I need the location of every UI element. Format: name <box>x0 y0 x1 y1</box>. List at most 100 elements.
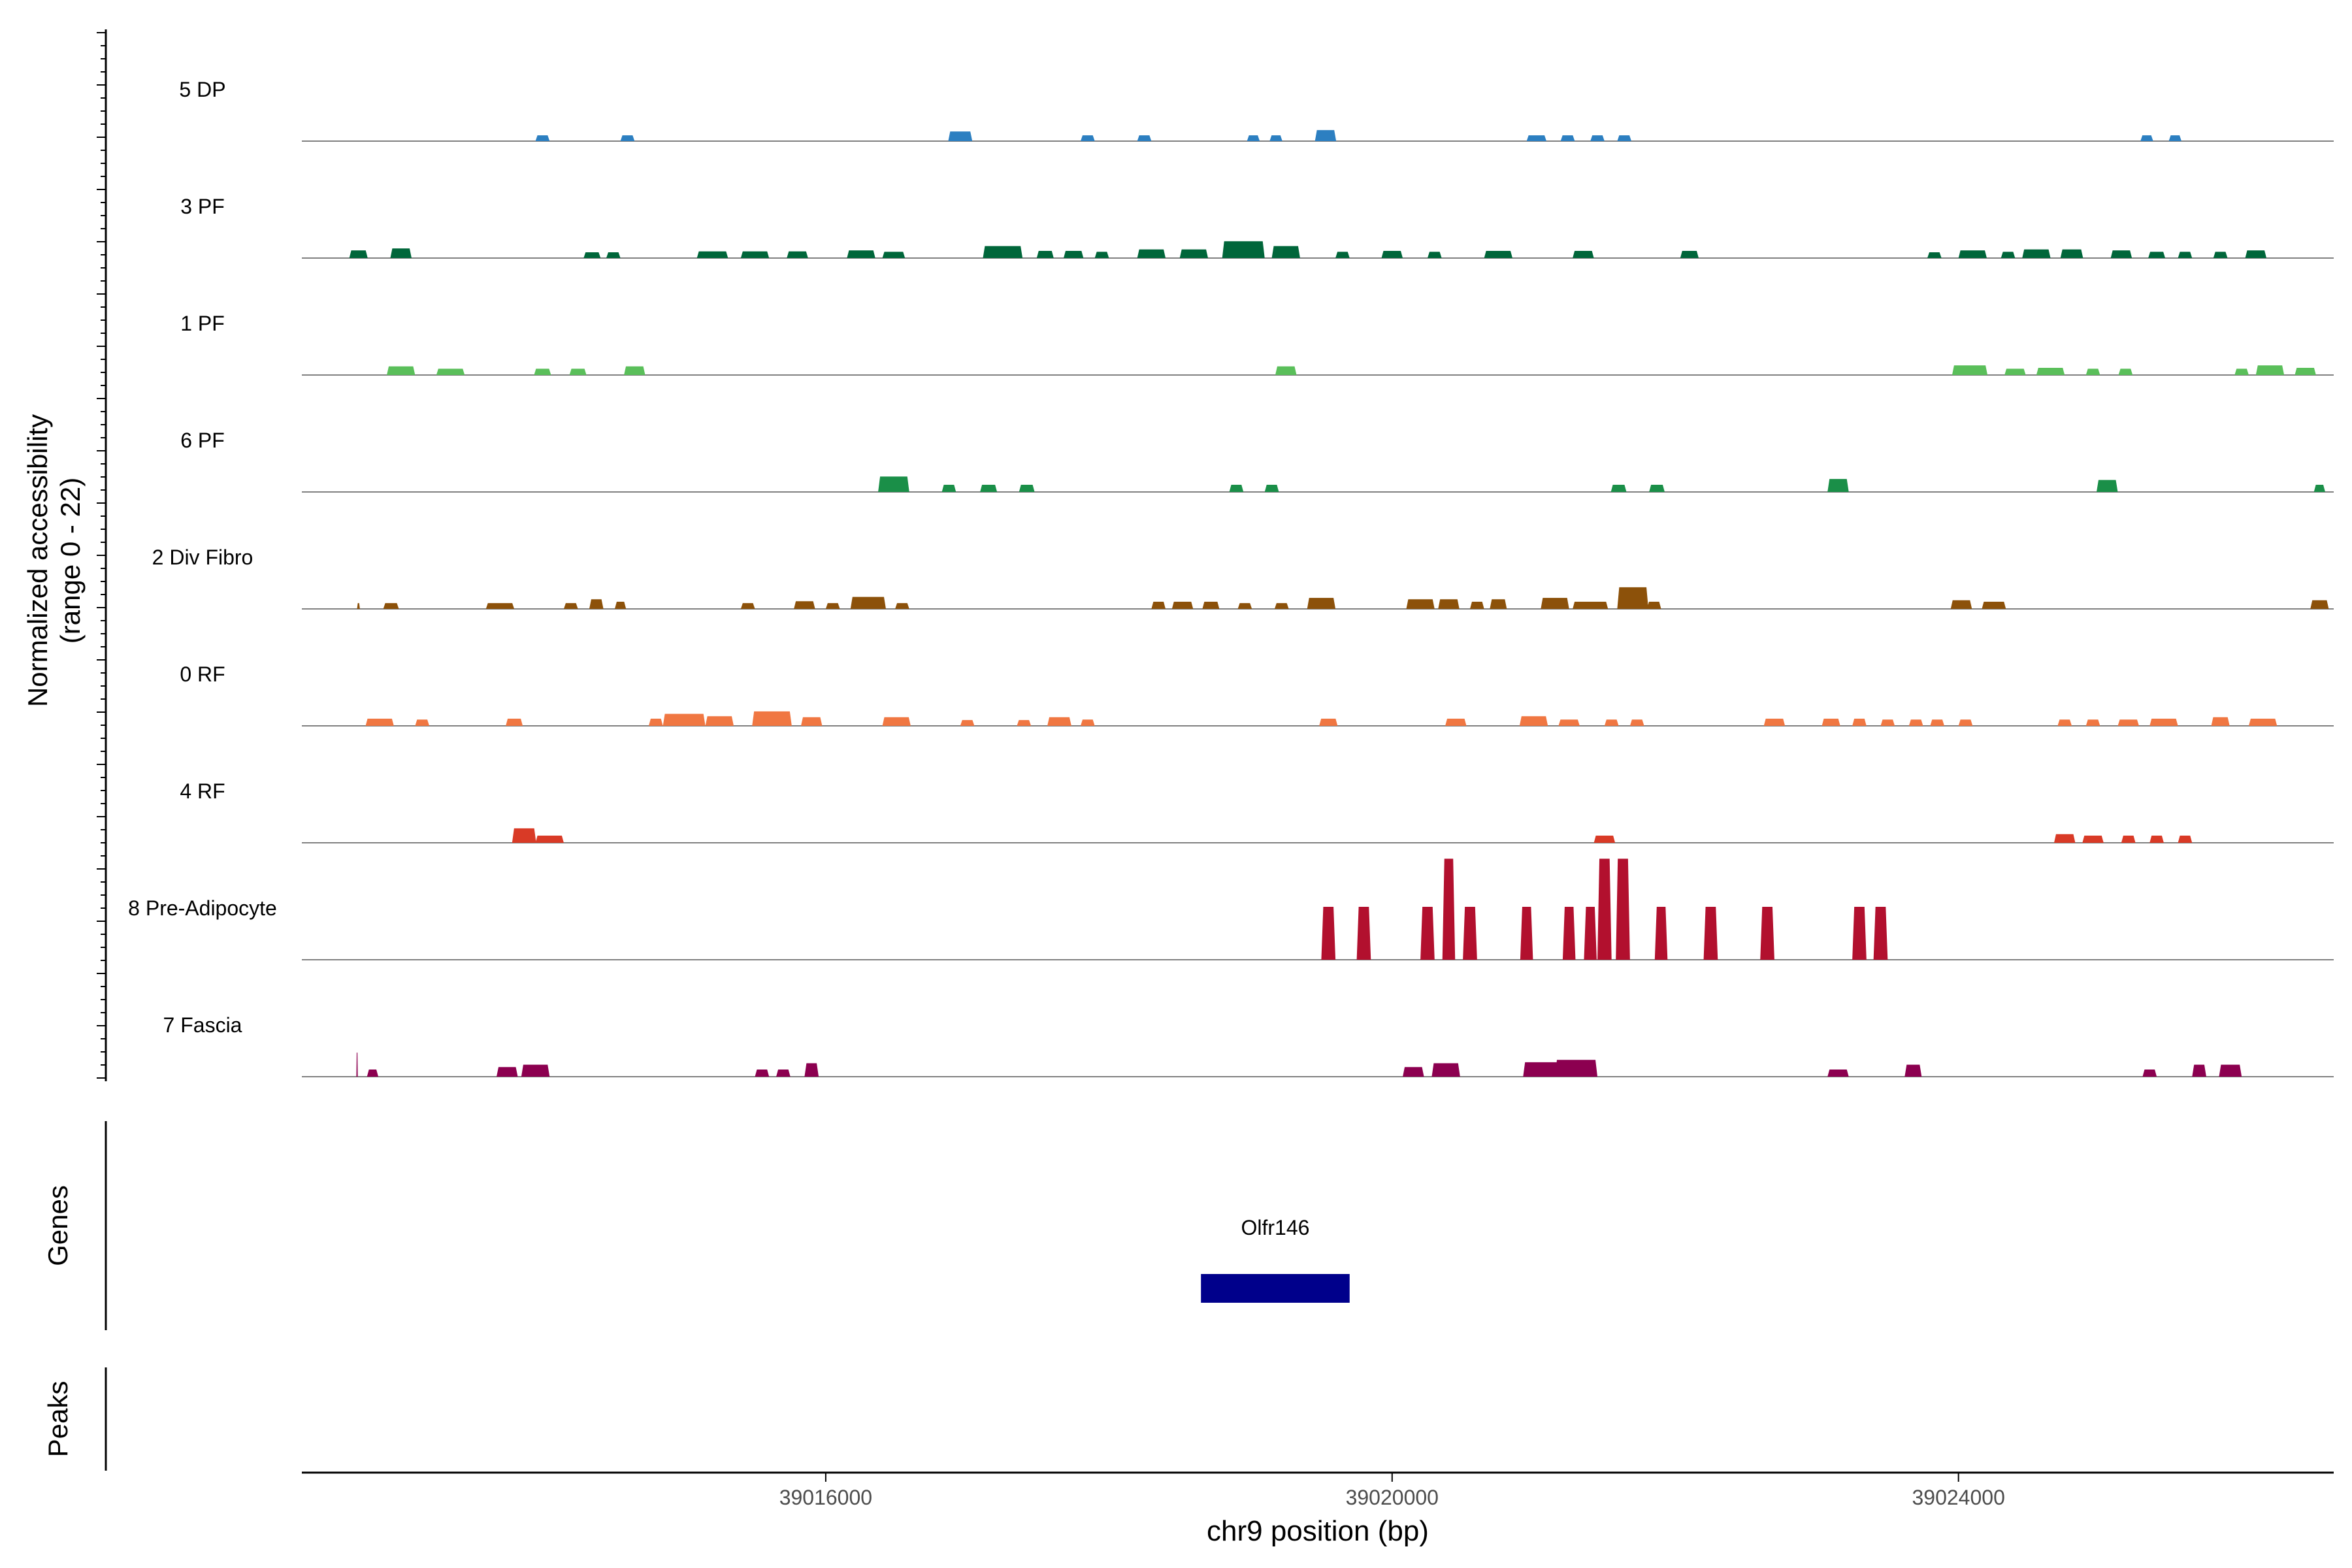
peak-8-pre-adipocyte-6 <box>1520 907 1533 960</box>
peak-3-pf-23 <box>1680 250 1699 258</box>
track-4-rf: 4 RF <box>180 779 2334 843</box>
peaks-panel-label: Peaks <box>42 1381 73 1458</box>
peak-3-pf-14 <box>1137 249 1166 258</box>
peak-0-rf-21 <box>1821 718 1840 726</box>
peak-3-pf-28 <box>2060 249 2083 258</box>
peak-7-fascia-9 <box>1431 1063 1460 1077</box>
peak-2-div-fibro-2 <box>383 603 399 609</box>
peak-7-fascia-14 <box>2142 1069 2157 1077</box>
peak-3-pf-19 <box>1381 250 1403 258</box>
peak-3-pf-7 <box>787 251 808 258</box>
peak-3-pf-32 <box>2213 252 2228 258</box>
peak-2-div-fibro-7 <box>740 603 755 609</box>
peak-0-rf-25 <box>1930 719 1945 726</box>
peak-8-pre-adipocyte-14 <box>1852 907 1867 960</box>
peak-3-pf-30 <box>2148 252 2166 258</box>
peak-0-rf-9 <box>882 717 911 726</box>
peak-0-rf-23 <box>1880 719 1895 726</box>
peak-0-rf-4 <box>648 718 663 726</box>
peak-1-pf-3 <box>534 368 551 375</box>
peak-0-rf-8 <box>800 717 823 726</box>
peak-1-pf-5 <box>624 366 645 375</box>
track-6-pf: 6 PF <box>180 429 2334 493</box>
peak-0-rf-2 <box>415 719 430 726</box>
peak-2-div-fibro-8 <box>794 601 815 609</box>
accessibility-tracks: 5 DP 3 PF 1 PF 6 PF 2 Div Fibro 0 RF 4 RF 8 Pre… <box>128 78 2334 1077</box>
peak-0-rf-32 <box>2248 718 2278 726</box>
peak-4-rf-4 <box>2053 834 2076 843</box>
track-1-pf: 1 PF <box>180 312 2334 376</box>
peak-0-rf-26 <box>1958 719 1973 726</box>
peak-6-pf-5 <box>1229 484 1244 492</box>
peak-1-pf-4 <box>569 368 587 375</box>
peak-7-fascia-1 <box>356 1053 358 1077</box>
peak-5-dp-9 <box>1526 135 1547 141</box>
peak-2-div-fibro-6 <box>614 601 627 609</box>
peak-1-pf-2 <box>436 368 465 375</box>
peak-7-fascia-12 <box>1827 1069 1849 1077</box>
x-tick-label-3: 39024000 <box>1912 1486 2004 1509</box>
peak-2-div-fibro-16 <box>1274 603 1289 609</box>
peak-6-pf-11 <box>2313 484 2325 492</box>
peak-2-div-fibro-28 <box>2310 600 2329 609</box>
track-2-div-fibro: 2 Div Fibro <box>152 546 2334 610</box>
track-label-3-pf: 3 PF <box>180 195 225 218</box>
peak-3-pf-22 <box>1573 250 1594 258</box>
peak-2-div-fibro-26 <box>1950 600 1972 609</box>
peak-7-fascia-4 <box>521 1064 550 1077</box>
x-axis-title: chr9 position (bp) <box>1207 1515 1429 1547</box>
peak-3-pf-15 <box>1179 249 1209 258</box>
peak-8-pre-adipocyte-1 <box>1321 907 1336 960</box>
peak-4-rf-1 <box>512 828 536 843</box>
peak-5-dp-8 <box>1315 130 1337 141</box>
peak-7-fascia-10 <box>1523 1062 1559 1077</box>
track-label-7-fascia: 7 Fascia <box>163 1013 242 1037</box>
peak-3-pf-26 <box>2001 252 2016 258</box>
peak-0-rf-27 <box>2057 719 2072 726</box>
peak-2-div-fibro-5 <box>589 599 604 609</box>
peak-0-rf-7 <box>752 711 792 726</box>
peak-3-pf-24 <box>1927 252 1942 258</box>
peak-3-pf-1 <box>349 250 368 258</box>
track-label-4-rf: 4 RF <box>180 779 225 803</box>
peak-6-pf-3 <box>980 484 998 492</box>
peak-6-pf-7 <box>1610 484 1627 492</box>
peak-8-pre-adipocyte-2 <box>1356 907 1371 960</box>
peak-6-pf-9 <box>1827 479 1849 492</box>
accessibility-axis-ticks <box>97 32 106 1079</box>
peak-2-div-fibro-22 <box>1541 598 1569 609</box>
peak-0-rf-22 <box>1852 718 1867 726</box>
peak-1-pf-14 <box>2295 367 2316 375</box>
peak-3-pf-6 <box>740 251 770 258</box>
peak-8-pre-adipocyte-12 <box>1703 907 1718 960</box>
peak-8-pre-adipocyte-9 <box>1597 858 1612 960</box>
track-label-6-pf: 6 PF <box>180 429 225 452</box>
peak-5-dp-6 <box>1247 135 1260 141</box>
peak-3-pf-31 <box>2178 252 2193 258</box>
peak-5-dp-4 <box>1080 135 1095 141</box>
peak-3-pf-10 <box>983 246 1023 258</box>
peak-3-pf-25 <box>1958 250 1987 258</box>
peak-5-dp-2 <box>620 135 635 141</box>
peak-3-pf-13 <box>1094 252 1109 258</box>
peak-0-rf-29 <box>2117 719 2140 726</box>
peak-2-div-fibro-3 <box>485 603 515 609</box>
peak-5-dp-12 <box>1617 135 1632 141</box>
peak-8-pre-adipocyte-11 <box>1654 907 1668 960</box>
peak-3-pf-2 <box>390 248 412 258</box>
peak-5-dp-3 <box>948 131 973 141</box>
peak-5-dp-5 <box>1137 135 1152 141</box>
peak-8-pre-adipocyte-13 <box>1760 907 1774 960</box>
peak-1-pf-9 <box>2036 367 2065 375</box>
track-7-fascia: 7 Fascia <box>163 1013 2334 1077</box>
peak-1-pf-7 <box>1952 365 1988 375</box>
peak-1-pf-8 <box>2004 368 2026 375</box>
peak-2-div-fibro-23 <box>1573 601 1609 609</box>
peak-1-pf-13 <box>2255 365 2285 375</box>
track-label-5-dp: 5 DP <box>179 78 225 101</box>
peak-2-div-fibro-15 <box>1237 603 1252 609</box>
track-label-0-rf: 0 RF <box>180 662 225 686</box>
peak-7-fascia-3 <box>496 1067 518 1077</box>
track-label-2-div-fibro: 2 Div Fibro <box>152 546 253 569</box>
peak-3-pf-9 <box>882 252 906 258</box>
